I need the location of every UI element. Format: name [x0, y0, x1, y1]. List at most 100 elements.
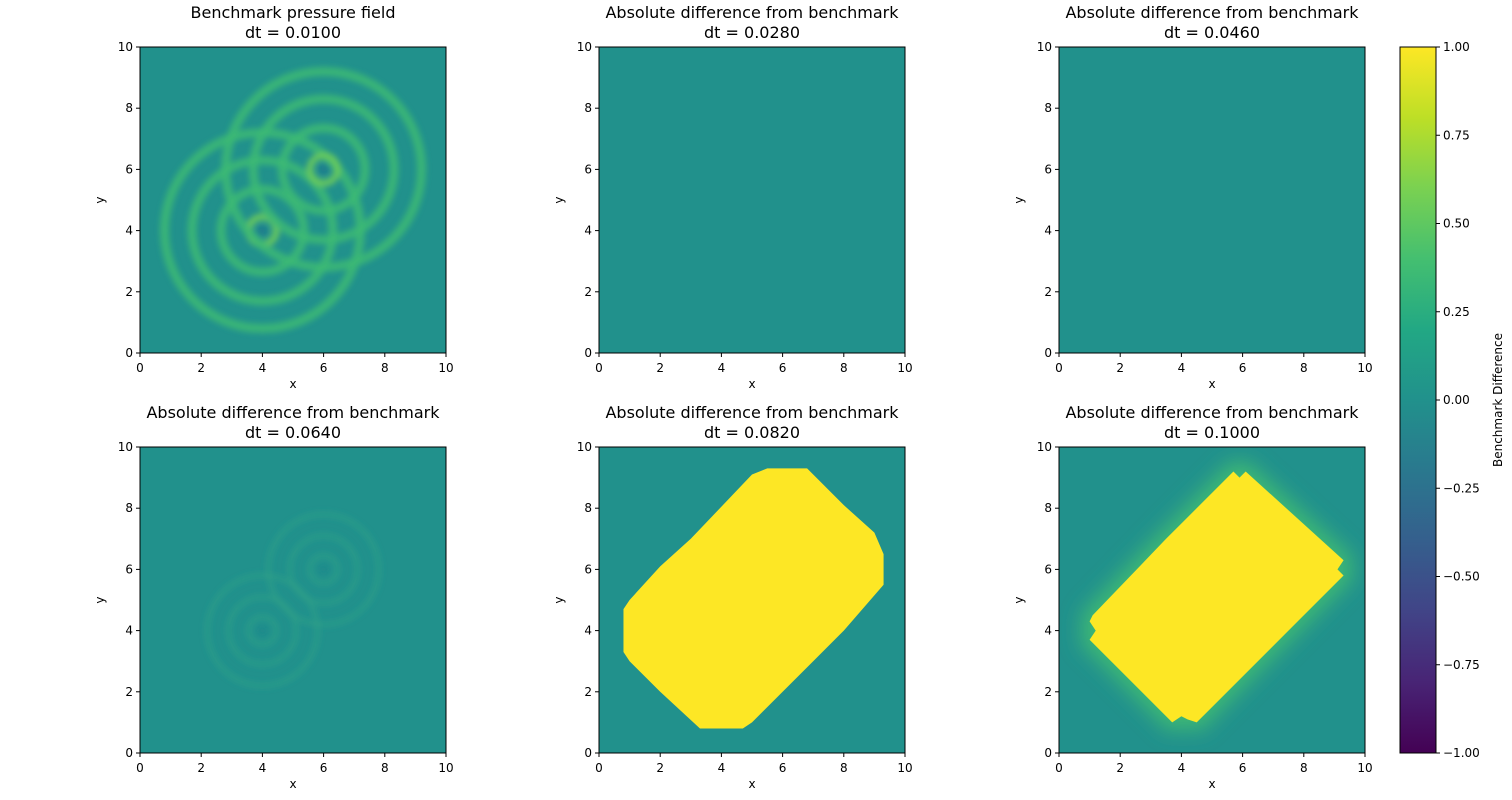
y-tick-label: 10: [1037, 440, 1052, 454]
y-tick-label: 2: [1044, 285, 1052, 299]
x-axis-label: x: [289, 777, 296, 791]
panel-subtitle: dt = 0.0100: [245, 23, 341, 42]
y-tick-label: 8: [584, 501, 592, 515]
x-tick-label: 4: [259, 761, 267, 775]
wave-ring: [204, 573, 320, 689]
y-tick-label: 2: [584, 685, 592, 699]
y-tick-label: 0: [584, 746, 592, 760]
colorbar-tick-label: 0.50: [1443, 217, 1470, 231]
x-tick-label: 4: [1178, 361, 1186, 375]
saturated-region: [1089, 471, 1344, 723]
x-axis-label: x: [748, 777, 755, 791]
y-axis-label: y: [1012, 196, 1026, 203]
y-tick-label: 2: [1044, 685, 1052, 699]
colorbar-tick-label: −0.75: [1443, 658, 1480, 672]
source-core: [318, 563, 330, 575]
colorbar-tick-label: −0.50: [1443, 570, 1480, 584]
wave-rings: [159, 66, 427, 334]
wave-ring: [248, 94, 399, 245]
colorbar-label: Benchmark Difference: [1491, 333, 1505, 467]
heatmap-image: [140, 447, 446, 753]
y-axis-label: y: [93, 596, 107, 603]
x-tick-label: 4: [718, 361, 726, 375]
x-tick-label: 2: [197, 761, 205, 775]
y-tick-label: 10: [118, 40, 133, 54]
panel-title: Absolute difference from benchmark: [1065, 403, 1359, 422]
y-tick-label: 4: [1044, 624, 1052, 638]
panel-title: Absolute difference from benchmark: [1065, 3, 1359, 22]
panel-subtitle: dt = 0.0460: [1164, 23, 1260, 42]
x-axis-label: x: [1208, 777, 1215, 791]
heatmap-image: [140, 47, 446, 353]
y-axis-label: y: [552, 196, 566, 203]
y-tick-label: 10: [577, 40, 592, 54]
panel-3: 00 2 2 4 4 6 6 8 8 10 10 x y Absolute difference from…: [1012, 3, 1373, 391]
wave-ring: [306, 152, 341, 187]
y-tick-label: 0: [125, 346, 133, 360]
x-tick-label: 4: [718, 761, 726, 775]
panel-subtitle: dt = 0.0640: [245, 423, 341, 442]
axes-frame: [139, 46, 447, 354]
heatmap-background: [140, 447, 446, 753]
y-tick-label: 2: [584, 285, 592, 299]
x-axis-label: x: [289, 377, 296, 391]
colorbar: 1.00 0.75 0.50 0.25 0.00 −0.25 −0.50 −0.75 −1.00…: [1399, 40, 1505, 760]
x-tick-label: 0: [136, 761, 144, 775]
x-tick-label: 8: [840, 361, 848, 375]
y-tick-label: 8: [1044, 501, 1052, 515]
y-tick-label: 10: [577, 440, 592, 454]
x-tick-label: 10: [1357, 761, 1372, 775]
saturated-region: [623, 468, 884, 729]
panel-subtitle: dt = 0.0820: [704, 423, 800, 442]
colorbar-tick-label: −0.25: [1443, 481, 1480, 495]
wave-rings: [204, 511, 382, 689]
panel-6: 00 2 2 4 4 6 6 8 8 10 10 x y Absolute difference from…: [1012, 403, 1373, 791]
panel-1: 00 2 2 4 4 6 6 8 8 10 10 x y Benchmark pressure field…: [93, 3, 454, 391]
x-tick-label: 0: [1055, 761, 1063, 775]
wave-ring: [287, 533, 360, 606]
y-axis-label: y: [1012, 596, 1026, 603]
source-core: [256, 225, 268, 237]
heatmap-image: [1059, 47, 1365, 353]
x-axis-label: x: [1208, 377, 1215, 391]
axes-frame: [139, 446, 447, 754]
x-tick-label: 6: [320, 761, 328, 775]
y-tick-label: 0: [1044, 746, 1052, 760]
panel-5: 00 2 2 4 4 6 6 8 8 10 10 x y Absolute difference from…: [552, 403, 913, 791]
x-tick-label: 6: [779, 361, 787, 375]
panel-title: Benchmark pressure field: [191, 3, 396, 22]
x-tick-label: 0: [595, 761, 603, 775]
x-tick-label: 2: [1116, 761, 1124, 775]
y-tick-label: 4: [584, 624, 592, 638]
y-tick-label: 8: [1044, 101, 1052, 115]
panel-2: 00 2 2 4 4 6 6 8 8 10 10 x y Absolute difference from…: [552, 3, 913, 391]
x-tick-label: 8: [840, 761, 848, 775]
y-tick-label: 0: [125, 746, 133, 760]
x-tick-label: 10: [438, 761, 453, 775]
x-tick-label: 0: [595, 361, 603, 375]
wave-ring: [226, 594, 299, 667]
y-tick-label: 2: [125, 685, 133, 699]
heatmap-image: [599, 47, 905, 353]
y-tick-label: 4: [125, 624, 133, 638]
y-tick-label: 8: [125, 101, 133, 115]
x-tick-label: 6: [320, 361, 328, 375]
axes-frame: [598, 46, 906, 354]
x-tick-label: 10: [1357, 361, 1372, 375]
heatmap-image: [599, 447, 905, 753]
wave-ring: [266, 511, 382, 627]
source-core: [256, 625, 268, 637]
x-tick-label: 8: [1300, 761, 1308, 775]
wave-ring: [187, 155, 338, 306]
y-tick-label: 4: [1044, 224, 1052, 238]
x-tick-label: 2: [197, 361, 205, 375]
axes-frame: [598, 446, 906, 754]
panel-title: Absolute difference from benchmark: [605, 403, 899, 422]
heatmap-image: [1059, 447, 1365, 753]
y-tick-label: 6: [125, 162, 133, 176]
x-tick-label: 0: [136, 361, 144, 375]
colorbar-tick-label: 0.75: [1443, 128, 1470, 142]
panel-title: Absolute difference from benchmark: [146, 403, 440, 422]
wave-ring: [277, 123, 370, 216]
y-tick-label: 6: [1044, 562, 1052, 576]
